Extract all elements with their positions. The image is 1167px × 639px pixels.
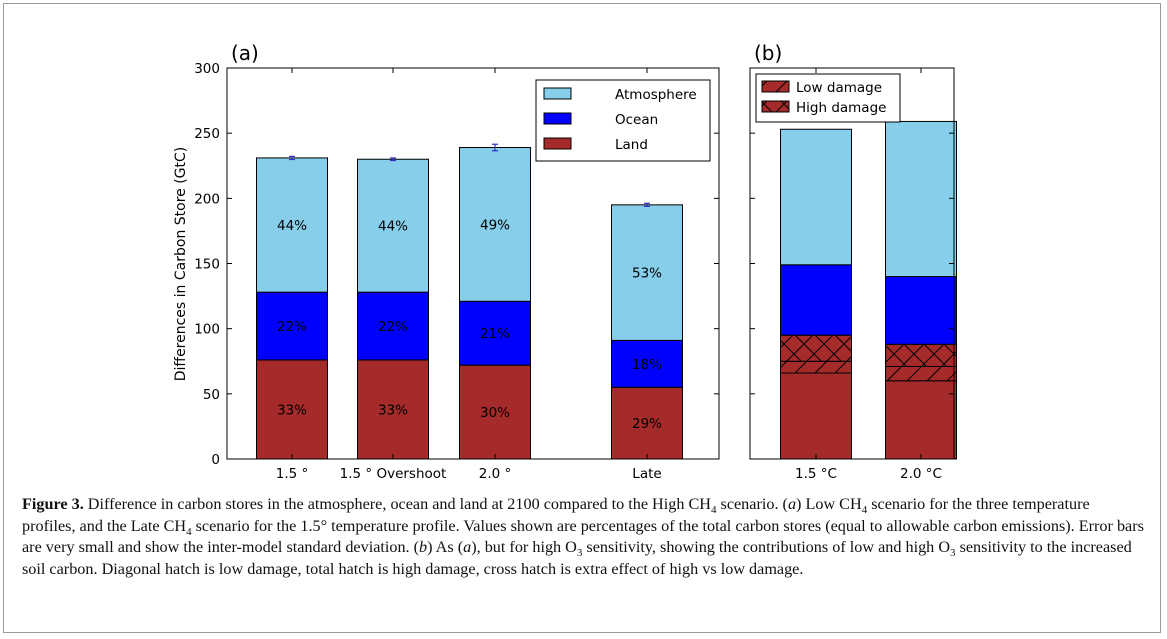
bar-segment: [780, 334, 852, 362]
y-tick-label: 100: [194, 322, 220, 338]
legend-label: Ocean: [615, 112, 658, 128]
caption-italic: a: [787, 495, 797, 513]
caption-text: Difference in carbon stores in the atmos…: [83, 495, 711, 513]
caption-subscript: 3: [576, 547, 583, 560]
bar-percent-label: 44%: [378, 219, 408, 235]
legend-label: High damage: [796, 100, 886, 116]
panel-b: 1.5 °C 2.0 °C (b) Low damage High damage: [749, 41, 957, 482]
caption-text: ) As (: [427, 538, 464, 556]
bar-percent-label: 22%: [277, 319, 307, 335]
figure-frame: 33% 22% 44% 1.5 ° 33% 22% 44% 1.5 ° Overshoot 30…: [3, 3, 1161, 633]
bar-segment: [611, 339, 683, 388]
axes-frame: [226, 67, 720, 460]
legend-swatch: [543, 112, 572, 125]
bar-segment: [611, 386, 683, 460]
bar-segment: [780, 360, 852, 374]
bar-percent-label: 22%: [378, 319, 408, 335]
caption-subscript: 4: [861, 504, 868, 517]
bar-segment: [780, 128, 852, 266]
x-tick-label: 1.5 ° Overshoot: [340, 466, 447, 482]
axes-frame: [749, 67, 955, 460]
bar-segment: [256, 359, 328, 460]
x-tick-label: 1.5 °C: [795, 466, 837, 482]
y-axis-label: Differences in Carbon Store (GtC): [173, 147, 189, 382]
panel-a: 33% 22% 44% 1.5 ° 33% 22% 44% 1.5 ° Overshoot 30…: [173, 41, 720, 482]
bar-percent-label: 44%: [277, 218, 307, 234]
caption-text: scenario. (: [716, 495, 788, 513]
caption-subscript: 3: [950, 547, 956, 560]
x-tick-label: 2.0 °: [479, 466, 512, 482]
y-tick-label: 150: [194, 257, 220, 273]
bar-segment: [885, 120, 957, 278]
bar-percent-label: 33%: [277, 402, 307, 418]
legend-label: Atmosphere: [615, 87, 697, 103]
x-tick-label: 2.0 °C: [900, 466, 942, 482]
panel-label: (b): [754, 41, 782, 65]
panel-label: (a): [231, 41, 259, 65]
legend-box: [755, 73, 901, 123]
y-tick-label: 0: [211, 452, 220, 468]
bar-segment: [256, 291, 328, 361]
caption-text: scenario for the three temperature profi…: [22, 495, 1090, 535]
bar-segment: [459, 364, 531, 460]
bar-segment: [459, 300, 531, 366]
caption-text: ) Low CH: [796, 495, 862, 513]
caption-italic: a: [463, 538, 472, 556]
bar-segment: [611, 204, 683, 341]
bar-segment: [885, 365, 957, 382]
x-tick-label: 1.5 °: [276, 466, 309, 482]
bar-segment: [780, 264, 852, 336]
legend-swatch: [543, 137, 572, 150]
caption-text: scenario for the 1.5° temperature profil…: [22, 516, 1144, 557]
bar-segment: [780, 372, 852, 460]
caption-text: ), but for high O: [471, 538, 577, 556]
caption-subscript: 4: [710, 504, 717, 517]
legend-label: Low damage: [796, 80, 882, 96]
figure-caption: Figure 3. Difference in carbon stores in…: [22, 494, 1147, 580]
legend-swatch: [761, 80, 790, 93]
y-tick-label: 50: [203, 387, 220, 403]
y-tick-label: 250: [194, 126, 220, 142]
caption-text: sensitivity to the increased soil carbon…: [22, 538, 1132, 578]
bar-percent-label: 29%: [632, 416, 662, 432]
bar-percent-label: 18%: [632, 357, 662, 373]
y-tick-label: 200: [194, 191, 220, 207]
y-tick-label: 300: [194, 61, 220, 77]
legend-swatch: [543, 87, 572, 100]
bar-percent-label: 21%: [480, 326, 510, 342]
bar-percent-label: 33%: [378, 402, 408, 418]
bar-segment: [459, 147, 531, 302]
bar-percent-label: 30%: [480, 405, 510, 421]
bar-percent-label: 53%: [632, 266, 662, 282]
bar-segment: [885, 276, 957, 345]
caption-italic: b: [419, 538, 428, 556]
caption-figure-label: Figure 3.: [22, 495, 84, 513]
bar-segment: [885, 343, 957, 367]
legend-swatch: [761, 100, 790, 113]
x-tick-label: Late: [632, 466, 661, 482]
figure-chart: 33% 22% 44% 1.5 ° 33% 22% 44% 1.5 ° Overshoot 30…: [173, 41, 957, 482]
caption-subscript: 4: [186, 525, 192, 538]
legend-label: Land: [615, 137, 648, 153]
bar-segment: [885, 380, 957, 460]
caption-text: sensitivity, showing the contributions o…: [582, 538, 951, 556]
bar-percent-label: 49%: [480, 217, 510, 233]
